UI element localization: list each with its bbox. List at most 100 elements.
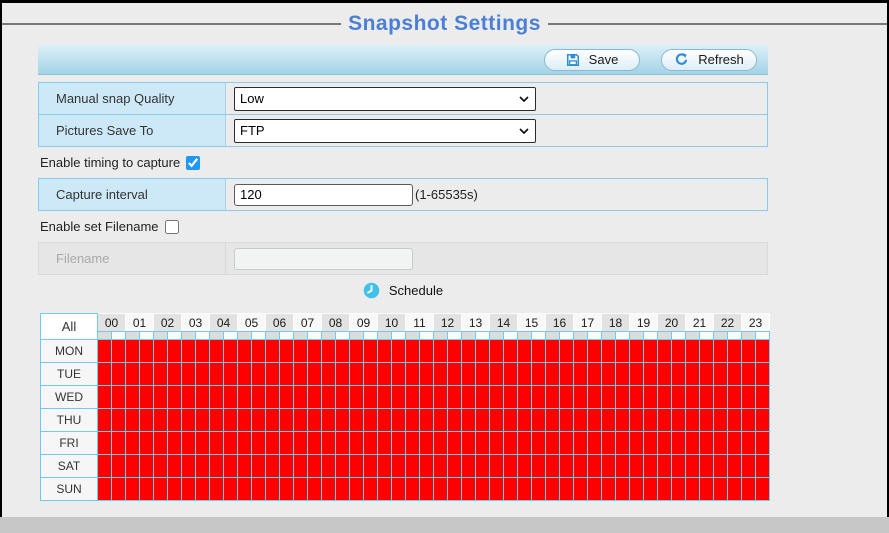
schedule-slot[interactable] — [727, 339, 742, 363]
schedule-slot[interactable] — [475, 362, 490, 386]
schedule-slot[interactable] — [125, 408, 140, 432]
schedule-slot[interactable] — [293, 431, 308, 455]
schedule-slot[interactable] — [251, 339, 266, 363]
schedule-slot[interactable] — [447, 431, 462, 455]
schedule-slot[interactable] — [615, 408, 630, 432]
schedule-slot[interactable] — [111, 431, 126, 455]
schedule-slot[interactable] — [671, 454, 686, 478]
half-hour-strip-cell[interactable] — [573, 331, 588, 340]
schedule-slot[interactable] — [363, 454, 378, 478]
schedule-slot[interactable] — [265, 477, 280, 501]
schedule-slot[interactable] — [181, 385, 196, 409]
schedule-slot[interactable] — [349, 385, 364, 409]
schedule-slot[interactable] — [195, 454, 210, 478]
schedule-slot[interactable] — [377, 477, 392, 501]
schedule-slot[interactable] — [545, 454, 560, 478]
schedule-slot[interactable] — [321, 477, 336, 501]
hour-header-00[interactable]: 00 — [97, 313, 126, 332]
hour-header-21[interactable]: 21 — [685, 313, 714, 332]
half-hour-strip-cell[interactable] — [447, 331, 462, 340]
schedule-slot[interactable] — [167, 339, 182, 363]
schedule-slot[interactable] — [559, 385, 574, 409]
save-to-select[interactable]: FTP — [234, 118, 536, 143]
schedule-slot[interactable] — [461, 385, 476, 409]
schedule-slot[interactable] — [461, 408, 476, 432]
hour-header-20[interactable]: 20 — [657, 313, 686, 332]
schedule-slot[interactable] — [377, 339, 392, 363]
schedule-slot[interactable] — [671, 362, 686, 386]
schedule-slot[interactable] — [349, 408, 364, 432]
schedule-slot[interactable] — [153, 454, 168, 478]
schedule-slot[interactable] — [601, 339, 616, 363]
schedule-slot[interactable] — [363, 362, 378, 386]
schedule-slot[interactable] — [265, 408, 280, 432]
half-hour-strip-cell[interactable] — [335, 331, 350, 340]
half-hour-strip-cell[interactable] — [97, 331, 112, 340]
schedule-slot[interactable] — [615, 477, 630, 501]
schedule-slot[interactable] — [531, 362, 546, 386]
half-hour-strip-cell[interactable] — [657, 331, 672, 340]
day-label-tue[interactable]: TUE — [40, 362, 98, 386]
schedule-slot[interactable] — [153, 385, 168, 409]
schedule-slot[interactable] — [97, 408, 112, 432]
schedule-slot[interactable] — [265, 431, 280, 455]
schedule-slot[interactable] — [629, 339, 644, 363]
half-hour-strip-cell[interactable] — [111, 331, 126, 340]
half-hour-strip-cell[interactable] — [139, 331, 154, 340]
schedule-slot[interactable] — [349, 339, 364, 363]
schedule-slot[interactable] — [503, 431, 518, 455]
schedule-slot[interactable] — [517, 339, 532, 363]
schedule-all-cell[interactable]: All — [40, 313, 98, 340]
schedule-slot[interactable] — [321, 339, 336, 363]
half-hour-strip-cell[interactable] — [433, 331, 448, 340]
hour-header-10[interactable]: 10 — [377, 313, 406, 332]
enable-timing-checkbox[interactable] — [186, 155, 201, 170]
schedule-slot[interactable] — [587, 385, 602, 409]
schedule-slot[interactable] — [727, 408, 742, 432]
schedule-slot[interactable] — [727, 477, 742, 501]
schedule-slot[interactable] — [279, 408, 294, 432]
schedule-slot[interactable] — [643, 385, 658, 409]
schedule-slot[interactable] — [671, 408, 686, 432]
schedule-slot[interactable] — [377, 431, 392, 455]
schedule-slot[interactable] — [265, 454, 280, 478]
half-hour-strip-cell[interactable] — [699, 331, 714, 340]
hour-header-08[interactable]: 08 — [321, 313, 350, 332]
schedule-slot[interactable] — [629, 408, 644, 432]
schedule-slot[interactable] — [237, 339, 252, 363]
schedule-slot[interactable] — [405, 385, 420, 409]
schedule-slot[interactable] — [307, 477, 322, 501]
schedule-slot[interactable] — [153, 431, 168, 455]
schedule-slot[interactable] — [321, 408, 336, 432]
schedule-slot[interactable] — [531, 339, 546, 363]
schedule-slot[interactable] — [307, 385, 322, 409]
schedule-slot[interactable] — [559, 408, 574, 432]
schedule-slot[interactable] — [475, 477, 490, 501]
schedule-slot[interactable] — [223, 408, 238, 432]
schedule-slot[interactable] — [139, 454, 154, 478]
schedule-slot[interactable] — [629, 477, 644, 501]
schedule-slot[interactable] — [265, 385, 280, 409]
schedule-slot[interactable] — [685, 362, 700, 386]
schedule-slot[interactable] — [209, 362, 224, 386]
schedule-slot[interactable] — [545, 385, 560, 409]
schedule-slot[interactable] — [685, 454, 700, 478]
schedule-slot[interactable] — [433, 385, 448, 409]
schedule-slot[interactable] — [755, 477, 770, 501]
schedule-slot[interactable] — [671, 477, 686, 501]
schedule-slot[interactable] — [573, 408, 588, 432]
half-hour-strip-cell[interactable] — [223, 331, 238, 340]
schedule-slot[interactable] — [433, 362, 448, 386]
schedule-slot[interactable] — [489, 477, 504, 501]
schedule-slot[interactable] — [139, 477, 154, 501]
schedule-slot[interactable] — [125, 454, 140, 478]
schedule-slot[interactable] — [601, 477, 616, 501]
half-hour-strip-cell[interactable] — [531, 331, 546, 340]
schedule-slot[interactable] — [531, 385, 546, 409]
schedule-slot[interactable] — [419, 408, 434, 432]
schedule-slot[interactable] — [489, 385, 504, 409]
schedule-slot[interactable] — [363, 385, 378, 409]
schedule-slot[interactable] — [223, 362, 238, 386]
refresh-button[interactable]: Refresh — [661, 48, 757, 71]
schedule-slot[interactable] — [111, 339, 126, 363]
